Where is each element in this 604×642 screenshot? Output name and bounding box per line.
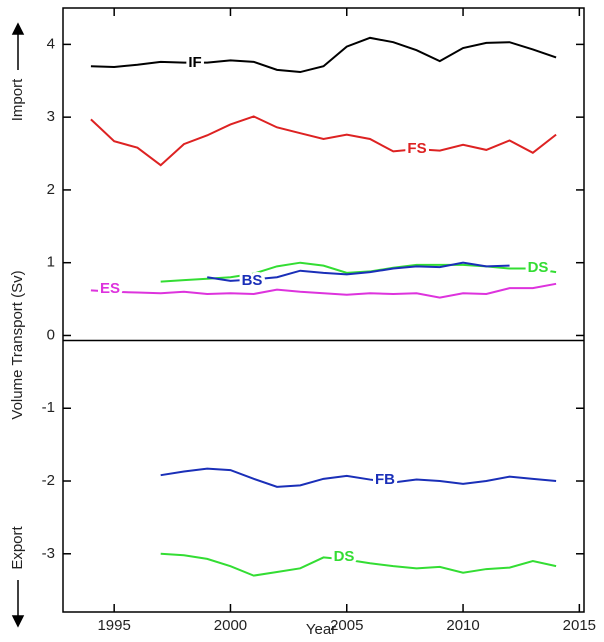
y-tick-label: 3 [47, 108, 55, 125]
x-tick-label: 2010 [446, 617, 479, 634]
series-line [90, 36, 557, 74]
series-label: BS [242, 272, 263, 289]
series-label: FB [375, 471, 395, 488]
export-label: Export [9, 525, 26, 569]
y-axis-title: Volume Transport (Sv) [9, 270, 26, 419]
export-arrow [11, 580, 25, 628]
series-line [160, 467, 557, 488]
x-tick-label: 1995 [97, 617, 130, 634]
x-axis-title: Year [306, 621, 336, 638]
y-tick-label: 2 [47, 181, 55, 198]
y-tick-label: 0 [47, 326, 55, 343]
x-tick-label: 2005 [330, 617, 363, 634]
series-line [90, 115, 557, 167]
series-label: DS [528, 259, 549, 276]
y-tick-label: -2 [42, 472, 55, 489]
import-arrow [11, 22, 25, 70]
x-tick-label: 2015 [563, 617, 596, 634]
series-label: DS [334, 548, 355, 565]
series-line [90, 282, 557, 299]
series-line [207, 261, 510, 282]
x-tick-label: 2000 [214, 617, 247, 634]
y-tick-label: -1 [42, 399, 55, 416]
y-tick-label: 1 [47, 254, 55, 271]
series-line [160, 552, 557, 577]
plot-frame [62, 7, 585, 613]
series-label: ES [100, 280, 120, 297]
series-label: IF [188, 54, 201, 71]
import-label: Import [9, 78, 26, 121]
series-label: FS [407, 140, 426, 157]
y-tick-label: -3 [42, 545, 55, 562]
y-tick-label: 4 [47, 35, 55, 52]
